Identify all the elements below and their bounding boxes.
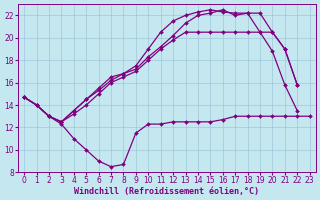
X-axis label: Windchill (Refroidissement éolien,°C): Windchill (Refroidissement éolien,°C) (74, 187, 260, 196)
